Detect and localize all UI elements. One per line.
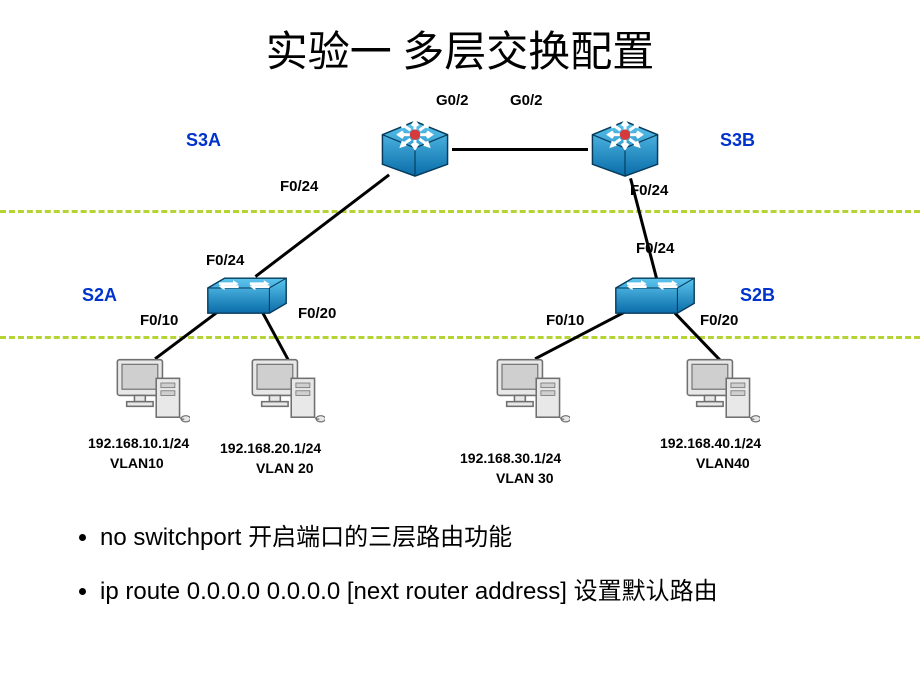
- label-s3a: S3A: [186, 130, 221, 151]
- label-pc4_vlan: VLAN40: [696, 455, 750, 471]
- pc-1: [110, 355, 190, 430]
- l2-switch-s2a: [205, 275, 289, 320]
- l2-switch-s2b: [613, 275, 697, 320]
- pc-3: [490, 355, 570, 430]
- label-s2a: S2A: [82, 285, 117, 306]
- notes-bullets: no switchport 开启端口的三层路由功能 ip route 0.0.0…: [60, 520, 880, 628]
- bullet-2: ip route 0.0.0.0 0.0.0.0 [next router ad…: [100, 574, 880, 610]
- label-g02_l: G0/2: [436, 92, 469, 109]
- label-pc2_vlan: VLAN 20: [256, 460, 314, 476]
- label-s2b_f024: F0/24: [636, 240, 674, 257]
- zone-divider-2: [0, 336, 920, 339]
- label-s2b: S2B: [740, 285, 775, 306]
- l3-switch-s3b: [588, 118, 662, 183]
- pc-2: [245, 355, 325, 430]
- label-s2a_f010: F0/10: [140, 312, 178, 329]
- label-s2b_f010: F0/10: [546, 312, 584, 329]
- label-g02_r: G0/2: [510, 92, 543, 109]
- label-s3b_f024: F0/24: [630, 182, 668, 199]
- label-pc1_ip: 192.168.10.1/24: [88, 435, 189, 451]
- link-s3a-s3b: [452, 148, 588, 151]
- label-s2a_f020: F0/20: [298, 305, 336, 322]
- zone-divider-1: [0, 210, 920, 213]
- label-pc4_ip: 192.168.40.1/24: [660, 435, 761, 451]
- label-s2a_f024: F0/24: [206, 252, 244, 269]
- label-s3a_f024: F0/24: [280, 178, 318, 195]
- link-s3a-s2a: [254, 174, 390, 278]
- label-s3b: S3B: [720, 130, 755, 151]
- pc-4: [680, 355, 760, 430]
- label-pc3_ip: 192.168.30.1/24: [460, 450, 561, 466]
- label-pc1_vlan: VLAN10: [110, 455, 164, 471]
- label-s2b_f020: F0/20: [700, 312, 738, 329]
- l3-switch-s3a: [378, 118, 452, 183]
- label-pc3_vlan: VLAN 30: [496, 470, 554, 486]
- slide-title: 实验一 多层交换配置: [0, 18, 920, 79]
- label-pc2_ip: 192.168.20.1/24: [220, 440, 321, 456]
- bullet-1: no switchport 开启端口的三层路由功能: [100, 520, 880, 556]
